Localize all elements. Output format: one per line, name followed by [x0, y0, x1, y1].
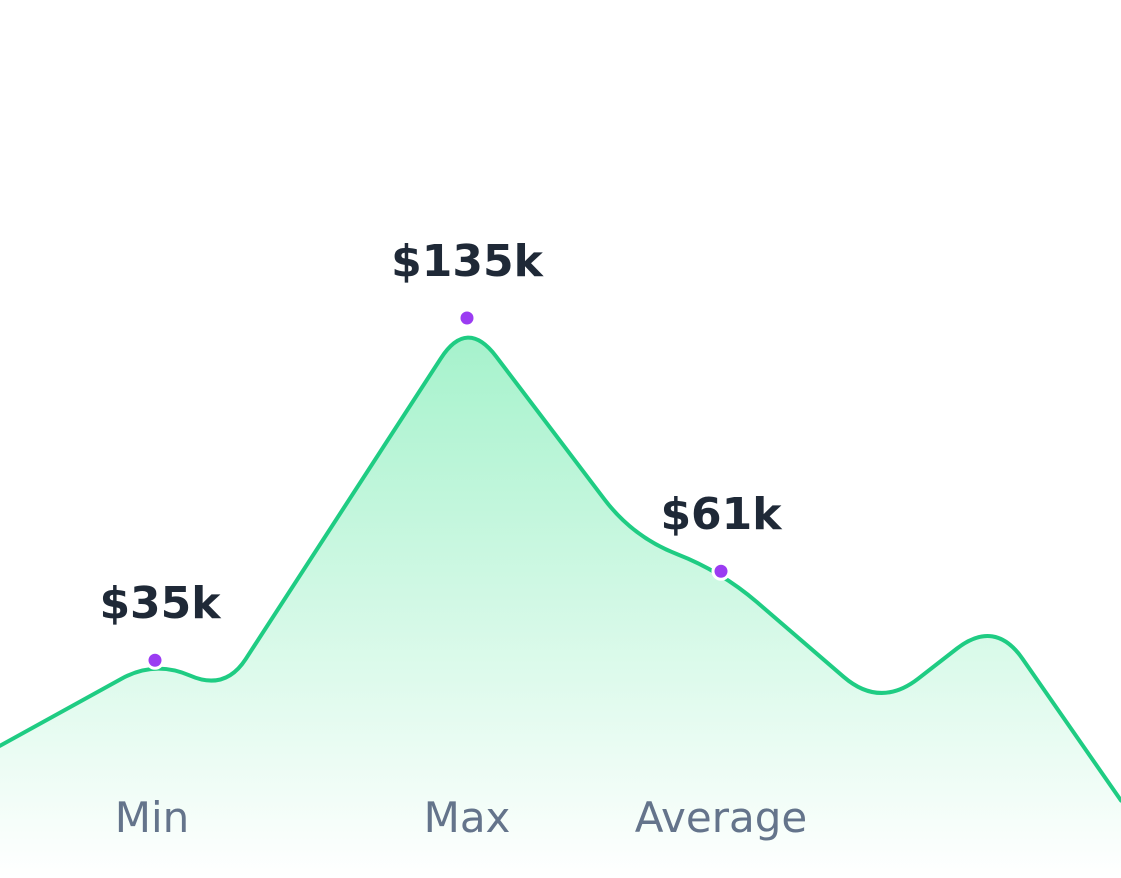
category-label: Average: [635, 793, 807, 842]
category-labels: Min Max Average: [115, 793, 808, 842]
highlight-marker: [145, 650, 165, 670]
data-label: $135k: [391, 236, 544, 287]
data-label: $35k: [99, 578, 222, 629]
highlight-marker: [711, 561, 731, 581]
data-label: $61k: [660, 489, 783, 540]
category-label: Min: [115, 793, 190, 842]
highlight-marker: [457, 308, 477, 328]
category-label: Max: [424, 793, 511, 842]
area-fill: [0, 337, 1121, 878]
series-line: [0, 335, 1121, 803]
value-labels: $35k $135k $61k: [99, 236, 783, 629]
highlight-markers: [145, 308, 731, 670]
